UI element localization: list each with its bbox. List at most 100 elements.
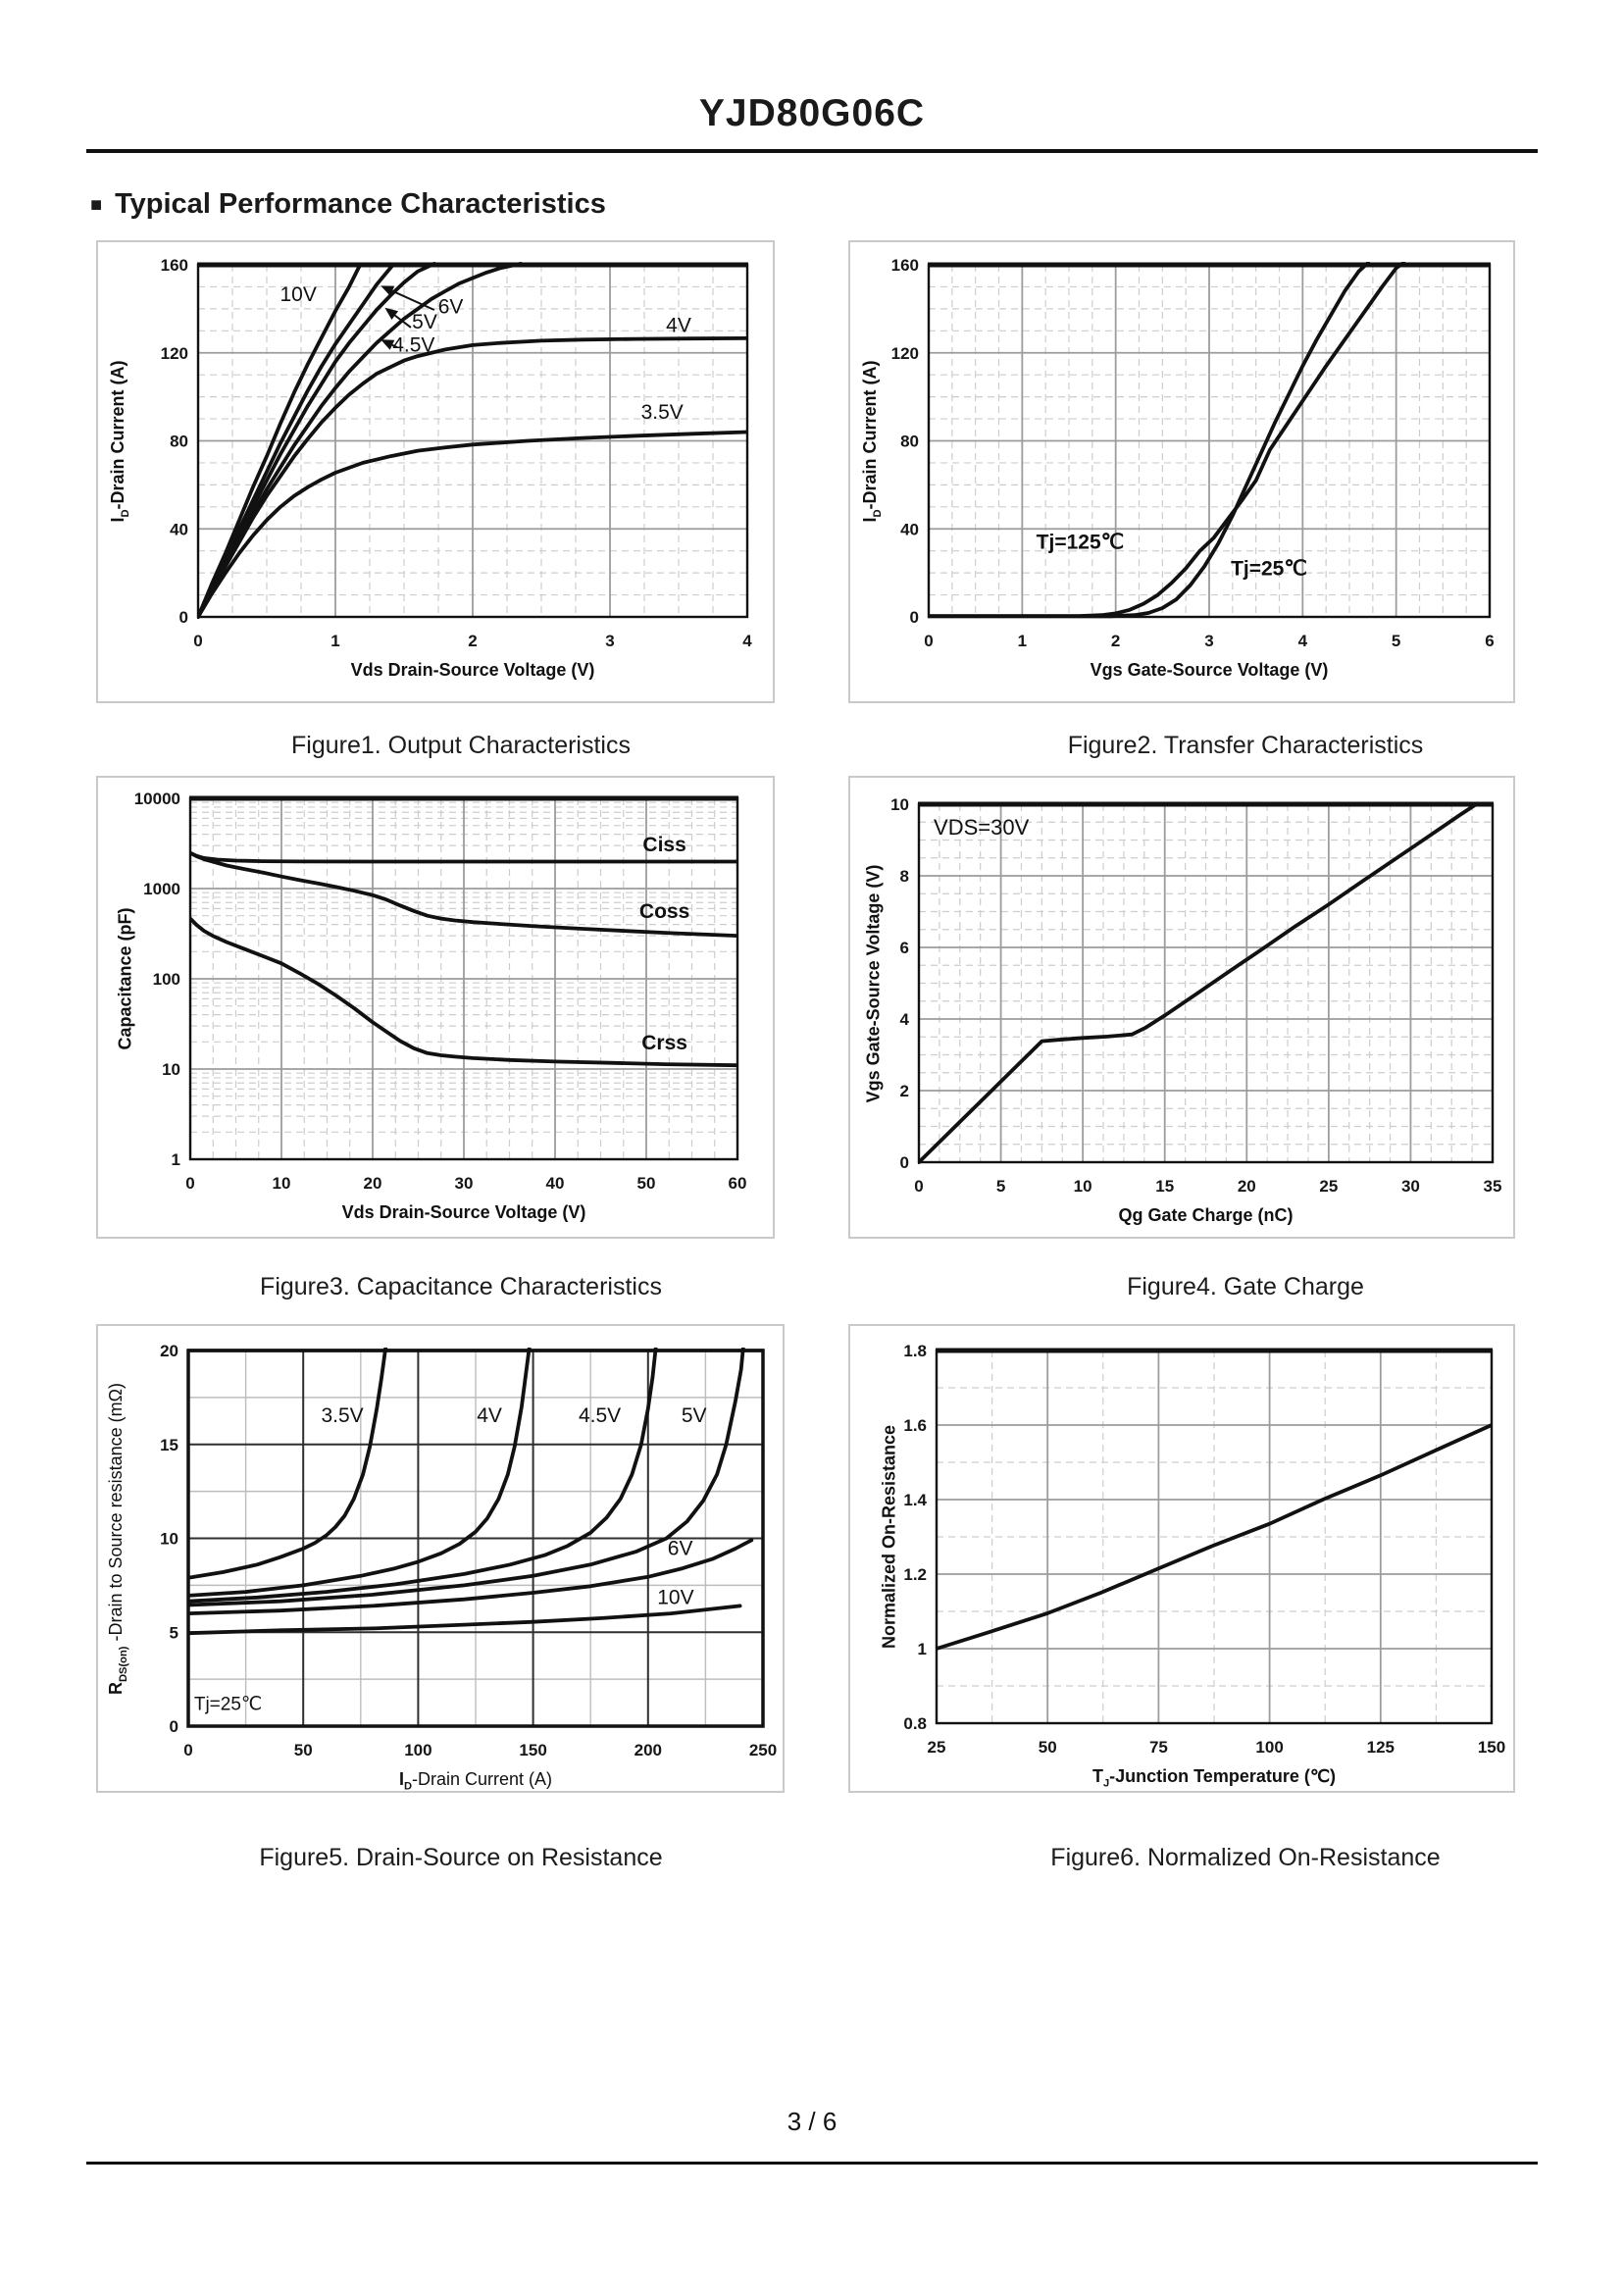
fig2-y-axis-title: ID-Drain Current (A) [860, 359, 884, 523]
svg-text:100: 100 [404, 1741, 431, 1759]
svg-text:80: 80 [170, 433, 188, 451]
svg-text:100: 100 [153, 970, 180, 989]
fig4-x-axis-title: Qg Gate Charge (nC) [1118, 1205, 1294, 1225]
fig5-curve-label: 6V [668, 1538, 693, 1560]
svg-text:0: 0 [914, 1177, 923, 1196]
svg-text:0: 0 [185, 1174, 194, 1193]
svg-text:50: 50 [1039, 1738, 1057, 1757]
svg-text:15: 15 [1155, 1177, 1174, 1196]
svg-text:8: 8 [900, 867, 909, 886]
svg-text:120: 120 [161, 344, 188, 363]
svg-text:1.2: 1.2 [903, 1565, 927, 1584]
figure6-normalized-ron-panel: 25 50 75 100 125 150 0.8 1 1.2 1.4 1.6 1.8 TJ-Juncti… [848, 1324, 1515, 1793]
fig3-curve-label: Coss [639, 900, 689, 923]
svg-text:75: 75 [1149, 1738, 1168, 1757]
fig6-chart: 25 50 75 100 125 150 0.8 1 1.2 1.4 1.6 1.8 [903, 1342, 1505, 1757]
svg-text:0.8: 0.8 [903, 1714, 927, 1733]
svg-text:0: 0 [170, 1717, 178, 1736]
svg-text:1: 1 [1018, 632, 1027, 650]
section-heading-label: Typical Performance Characteristics [115, 188, 606, 220]
fig1-curve-label: 3.5V [641, 401, 684, 424]
svg-text:1: 1 [330, 632, 339, 650]
svg-text:50: 50 [294, 1741, 313, 1759]
fig5-curve-label: 5V [682, 1404, 707, 1427]
svg-text:1000: 1000 [143, 880, 180, 898]
fig6-x-axis-title: TJ-Junction Temperature (℃) [1091, 1766, 1337, 1790]
section-heading: ■ Typical Performance Characteristics [90, 188, 606, 221]
svg-text:0: 0 [193, 632, 202, 650]
fig1-curve-label: 6V [438, 295, 464, 318]
fig2-curve-label: Tj=125℃ [1037, 531, 1125, 553]
figure2-transfer-characteristics-panel: Tj=125℃ Tj=25℃ 0 1 2 3 4 5 6 0 40 80 120 160 Vgs Gate-… [848, 240, 1515, 703]
figure5-rdson-panel: 3.5V 4V 4.5V 5V 6V 10V Tj=25℃ 0 50 100 150 200 250 0 5… [96, 1324, 785, 1793]
figure4-caption: Figure4. Gate Charge [1127, 1273, 1364, 1300]
fig5-curve-label: Tj=25℃ [194, 1695, 262, 1715]
svg-text:5: 5 [1392, 632, 1400, 650]
svg-text:125: 125 [1367, 1738, 1395, 1757]
svg-text:4: 4 [900, 1010, 910, 1029]
svg-text:25: 25 [1319, 1177, 1338, 1196]
svg-text:5: 5 [170, 1623, 178, 1642]
fig3-x-axis-title: Vds Drain-Source Voltage (V) [341, 1202, 586, 1222]
svg-text:30: 30 [1401, 1177, 1420, 1196]
fig1-curve-label: 5V [412, 311, 437, 333]
svg-text:0: 0 [183, 1741, 192, 1759]
svg-text:10: 10 [273, 1174, 291, 1193]
fig2-x-axis-title: Vgs Gate-Source Voltage (V) [1090, 660, 1329, 680]
fig4-chart: VDS=30V 0 5 10 15 20 25 30 35 0 2 4 6 8 10 [890, 795, 1502, 1196]
svg-text:6: 6 [900, 939, 909, 957]
svg-text:10: 10 [890, 795, 909, 814]
svg-text:10: 10 [1074, 1177, 1092, 1196]
fig5-y-axis-title: RDS(on) -Drain to Source resistance (mΩ) [106, 1382, 129, 1695]
fig1-curve-label: 4V [666, 314, 691, 336]
svg-text:10000: 10000 [134, 790, 180, 808]
fig6-y-axis-title: Normalized On-Resistance [879, 1424, 899, 1650]
svg-text:3: 3 [1204, 632, 1213, 650]
fig5-curve-label: 3.5V [321, 1404, 363, 1427]
svg-text:50: 50 [637, 1174, 656, 1193]
header-rule [86, 149, 1538, 153]
svg-text:80: 80 [900, 433, 919, 451]
svg-text:1.4: 1.4 [903, 1491, 927, 1509]
fig1-x-axis-title: Vds Drain-Source Voltage (V) [350, 660, 595, 680]
figure1-output-characteristics-panel: 10V 6V 5V 4.5V 4V 3.5V 0 1 2 3 4 0 40 80 120 160 Vds Dra… [96, 240, 775, 703]
svg-text:150: 150 [1478, 1738, 1505, 1757]
figure1-caption: Figure1. Output Characteristics [291, 732, 631, 759]
svg-text:160: 160 [161, 256, 188, 275]
svg-text:1.8: 1.8 [903, 1342, 927, 1360]
svg-text:20: 20 [364, 1174, 382, 1193]
fig5-curve-label: 4V [477, 1404, 502, 1427]
svg-text:35: 35 [1484, 1177, 1502, 1196]
fig5-chart: 3.5V 4V 4.5V 5V 6V 10V Tj=25℃ 0 50 100 150 200 250 0 5… [160, 1342, 777, 1759]
fig1-curve-label: 10V [280, 283, 317, 306]
svg-text:5: 5 [996, 1177, 1005, 1196]
svg-text:3: 3 [605, 632, 614, 650]
fig5-curve-label: 4.5V [579, 1404, 621, 1427]
fig5-x-axis-title: ID-Drain Current (A) [398, 1769, 553, 1793]
figure4-gate-charge-panel: VDS=30V 0 5 10 15 20 25 30 35 0 2 4 6 8 10 Qg Gate Char… [848, 776, 1515, 1239]
fig4-y-axis-title: Vgs Gate-Source Voltage (V) [863, 864, 884, 1102]
svg-text:200: 200 [634, 1741, 662, 1759]
svg-text:120: 120 [891, 344, 919, 363]
svg-text:4: 4 [742, 632, 752, 650]
svg-text:1: 1 [918, 1640, 927, 1658]
page-number: 3 / 6 [787, 2107, 837, 2136]
svg-text:160: 160 [891, 256, 919, 275]
fig5-curve-label: 10V [657, 1587, 693, 1609]
svg-text:30: 30 [455, 1174, 474, 1193]
fig1-y-axis-title: ID-Drain Current (A) [108, 359, 131, 523]
svg-text:0: 0 [900, 1153, 909, 1172]
fig1-curve-label: 4.5V [392, 334, 434, 357]
fig3-chart: Ciss Coss Crss 0 10 20 30 40 50 60 1 10 100 1000 10000 [134, 790, 747, 1193]
footer-rule [86, 2162, 1538, 2165]
svg-text:0: 0 [924, 632, 933, 650]
svg-text:40: 40 [546, 1174, 565, 1193]
svg-text:1: 1 [172, 1150, 180, 1169]
svg-text:2: 2 [900, 1082, 909, 1100]
svg-text:2: 2 [468, 632, 477, 650]
fig4-curve-label: VDS=30V [934, 815, 1030, 840]
fig2-curve-label: Tj=25℃ [1231, 557, 1307, 580]
svg-text:25: 25 [928, 1738, 946, 1757]
svg-text:10: 10 [162, 1060, 180, 1079]
